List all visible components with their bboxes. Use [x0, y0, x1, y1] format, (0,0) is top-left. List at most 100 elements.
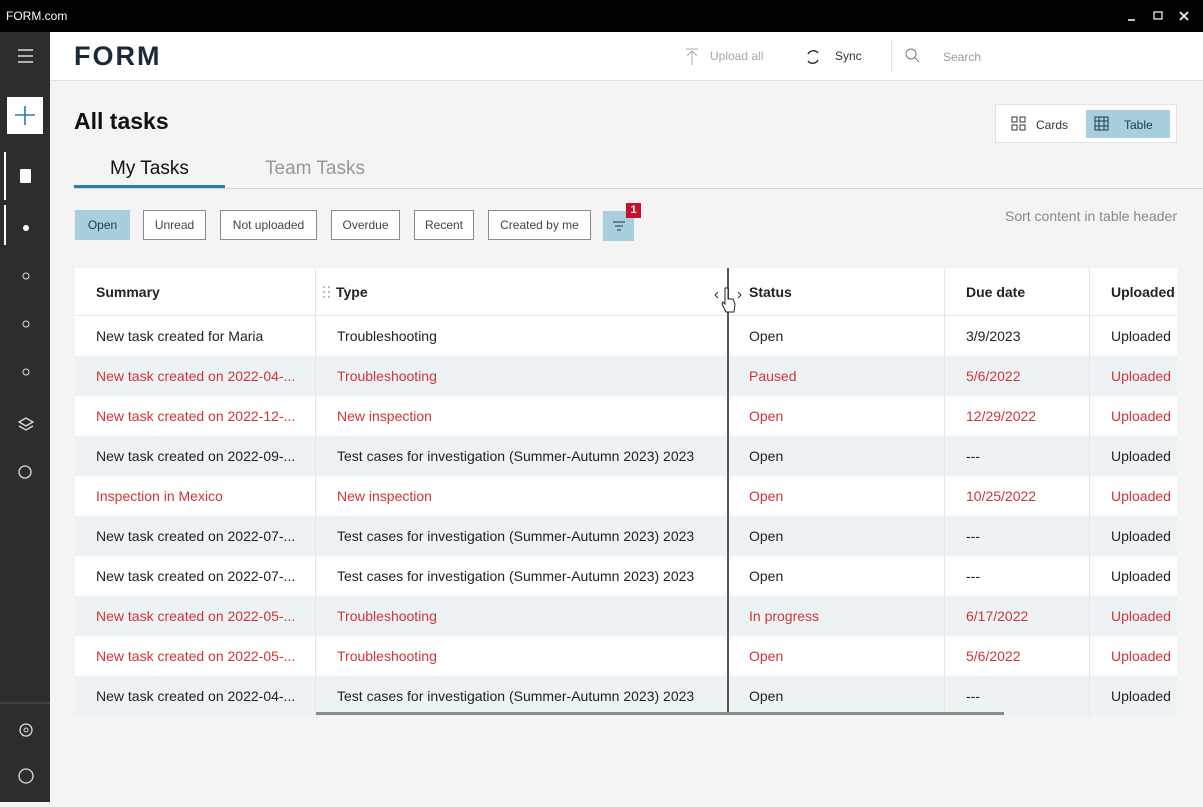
scrollbar	[316, 712, 1004, 715]
column-header[interactable]: Due date	[945, 268, 1090, 316]
filter-badge: 1	[626, 203, 641, 218]
column-header[interactable]: Uploaded	[1090, 268, 1177, 316]
sort-hint: Sort content in table header	[1004, 208, 1177, 224]
column-header[interactable]: Type	[316, 268, 728, 316]
tasks-table: Summary Type Status Due date Uploaded New tas…	[75, 268, 1177, 716]
table-cell: Inspection in Mexico	[75, 476, 316, 516]
cards-icon	[1011, 116, 1026, 131]
table-cell: Troubleshooting	[316, 636, 728, 676]
table-view-button[interactable]: Table	[1124, 118, 1153, 132]
filter-chip[interactable]: Overdue	[331, 210, 400, 240]
table-cell: Uploaded	[1111, 328, 1171, 344]
table-cell: ---	[945, 436, 1090, 476]
table-cell: Open	[728, 636, 945, 676]
search-box[interactable]: Search	[943, 50, 982, 64]
table-cell: Open	[728, 516, 945, 556]
table-cell: Paused	[728, 356, 945, 396]
table-cell: 6/17/2022	[945, 596, 1090, 636]
table-cell: Test cases for investigation (Summer-Aut…	[316, 676, 728, 716]
active-tab-indicator	[74, 185, 225, 188]
table-cell: Uploaded	[1111, 408, 1171, 424]
table-cell: Test cases for investigation (Summer-Aut…	[316, 516, 728, 556]
table-cell: 5/6/2022	[945, 636, 1090, 676]
table-cell: New task created on 2022-05-...	[75, 596, 316, 636]
upload-all-button[interactable]: Upload all	[710, 49, 764, 63]
table-cell: Open	[728, 676, 945, 716]
header-bar: FORM Upload all Sync Search	[50, 32, 1203, 81]
table-cell: Open	[728, 476, 945, 516]
tab-my-tasks[interactable]: My Tasks	[110, 158, 189, 179]
table-cell: 3/9/2023	[945, 316, 1090, 356]
resize-cursor	[714, 282, 744, 316]
window-controls[interactable]	[1120, 8, 1200, 24]
table-row[interactable]	[75, 636, 1177, 676]
table-row[interactable]	[75, 356, 1177, 396]
column-resize-line	[727, 268, 729, 712]
drag-handle	[322, 284, 332, 300]
table-cell: Open	[728, 316, 945, 356]
view-toggle: Cards Table	[995, 104, 1177, 143]
divider	[891, 40, 892, 72]
tab-team-tasks[interactable]: Team Tasks	[265, 158, 365, 179]
filter-chip[interactable]: Open	[75, 210, 130, 240]
table-cell: ---	[945, 676, 1090, 716]
table-cell: Uploaded	[1111, 488, 1171, 504]
filter-icon	[612, 221, 625, 231]
cards-view-button[interactable]: Cards	[1036, 118, 1069, 132]
table-cell: New inspection	[316, 396, 728, 436]
sidebar	[0, 32, 50, 802]
sync-icon	[807, 50, 819, 64]
upload-icon	[686, 48, 698, 65]
table-row[interactable]	[75, 556, 1177, 596]
column-header[interactable]: Status	[728, 268, 945, 316]
table-view-selected[interactable]: Table	[1086, 110, 1170, 138]
sidebar-icons[interactable]	[0, 32, 50, 802]
filter-chip[interactable]: Unread	[143, 210, 206, 240]
table-row[interactable]	[75, 436, 1177, 476]
table-cell: Uploaded	[1111, 568, 1171, 584]
table-cell: ---	[945, 516, 1090, 556]
table-cell: Uploaded	[1111, 448, 1171, 464]
filter-chip[interactable]: Recent	[414, 210, 474, 240]
table-cell: Troubleshooting	[316, 316, 728, 356]
tab-divider	[74, 188, 1203, 189]
table-row[interactable]	[75, 596, 1177, 636]
logo: FORM	[74, 41, 162, 71]
column-header[interactable]: Summary	[75, 268, 316, 316]
table-cell: Uploaded	[1111, 528, 1171, 544]
table-cell: 10/25/2022	[945, 476, 1090, 516]
table-cell: New task created on 2022-04-...	[75, 356, 316, 396]
drag-dots	[323, 286, 330, 298]
table-row[interactable]	[75, 676, 1177, 716]
table-cell: 5/6/2022	[945, 356, 1090, 396]
table-cell: Uploaded	[1111, 688, 1171, 704]
table-cell: New task created on 2022-05-...	[75, 636, 316, 676]
table-cell: In progress	[728, 596, 945, 636]
table-cell: New inspection	[316, 476, 728, 516]
table-cell: New task created on 2022-07-...	[75, 516, 316, 556]
table-cell: Uploaded	[1111, 368, 1171, 384]
table-icon	[1094, 116, 1109, 131]
sync-button[interactable]: Sync	[835, 49, 862, 63]
cursor-icon	[714, 287, 742, 313]
table-cell: Open	[728, 436, 945, 476]
table-cell: New task created for Maria	[75, 316, 316, 356]
table-cell: Uploaded	[1111, 608, 1171, 624]
table-cell: 12/29/2022	[945, 396, 1090, 436]
filter-chip[interactable]: Created by me	[488, 210, 591, 240]
table-row[interactable]	[75, 516, 1177, 556]
table-cell: Troubleshooting	[316, 596, 728, 636]
table-cell: Test cases for investigation (Summer-Aut…	[316, 436, 728, 476]
table-row[interactable]	[75, 316, 1177, 356]
table-row[interactable]	[75, 396, 1177, 436]
table-row[interactable]	[75, 476, 1177, 516]
table-cell: Open	[728, 556, 945, 596]
table-cell: ---	[945, 556, 1090, 596]
filter-chip[interactable]: Not uploaded	[220, 210, 317, 240]
page-title: All tasks	[74, 108, 169, 134]
table-cell: Test cases for investigation (Summer-Aut…	[316, 556, 728, 596]
table-cell: New task created on 2022-07-...	[75, 556, 316, 596]
table-cell: New task created on 2022-12-...	[75, 396, 316, 436]
table-cell: Uploaded	[1111, 648, 1171, 664]
window-title: FORM.com	[6, 9, 68, 23]
